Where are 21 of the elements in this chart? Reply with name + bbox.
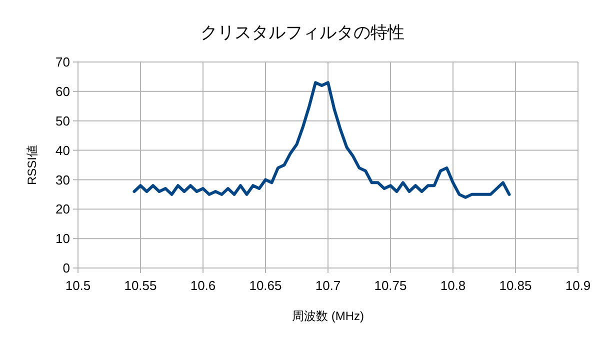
x-axis-title: 周波数 (MHz) [292,309,364,323]
y-tick-label: 30 [56,172,70,188]
x-tick-label: 10.6 [190,278,216,293]
y-tick-label: 40 [56,142,70,158]
chart-title: クリスタルフィルタの特性 [200,23,404,42]
y-tick-label: 0 [62,260,70,276]
x-tick-label: 10.65 [249,278,282,293]
y-tick-label: 50 [56,113,70,128]
x-tick-label: 10.8 [440,278,466,293]
x-tick-label: 10.7 [315,278,341,293]
y-tick-label: 70 [56,54,70,70]
line-series [132,81,511,199]
y-axis-title: RSSI値 [25,144,39,186]
y-tick-label: 20 [56,202,70,217]
x-tick-label: 10.9 [565,278,591,293]
y-tick-label: 10 [56,231,70,246]
x-tick-label: 10.55 [124,278,157,293]
x-tick-label: 10.5 [65,278,91,293]
y-tick-label: 60 [56,84,70,99]
x-tick-label: 10.75 [374,278,407,293]
x-tick-label: 10.85 [499,278,532,293]
